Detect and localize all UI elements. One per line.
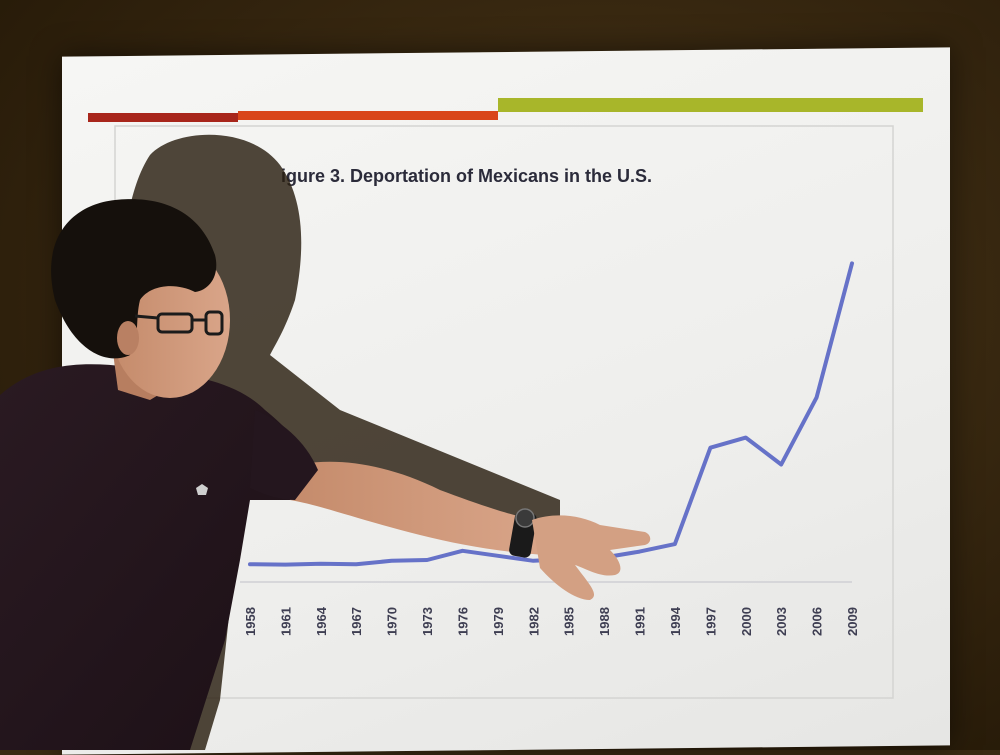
- presenter-hair: [51, 199, 217, 359]
- x-axis-ticks: 1958 1961 1964 1967 1970 1973 1976 1979 1982 1985…: [243, 606, 860, 636]
- x-tick-label: 2006: [810, 607, 825, 636]
- presenter-shirt: [0, 364, 318, 750]
- x-tick-label: 1973: [420, 607, 435, 636]
- data-point-1961: [283, 563, 287, 567]
- data-point-1976: [460, 549, 464, 553]
- x-tick-label: 2000: [739, 607, 754, 636]
- data-point-2003: [779, 462, 783, 466]
- accent-bar-red: [88, 113, 238, 122]
- data-point-1991: [638, 550, 642, 554]
- x-tick-label: 1982: [526, 607, 541, 636]
- x-tick-label: 1994: [668, 606, 683, 636]
- data-point-1973: [425, 558, 429, 562]
- x-tick-label: 1970: [385, 607, 400, 636]
- presenter-ear: [117, 321, 139, 355]
- accent-bar-orange: [238, 111, 498, 120]
- chart-title: igure 3. Deportation of Mexicans in the …: [281, 166, 652, 186]
- presenter: [0, 199, 651, 750]
- data-point-1964: [319, 562, 323, 566]
- x-tick-label: 1958: [243, 607, 258, 636]
- x-tick-label: 1967: [349, 607, 364, 636]
- data-point-2006: [815, 395, 819, 399]
- presenter-sleeve: [250, 410, 318, 500]
- data-point-1958: [248, 562, 252, 566]
- data-points: [248, 261, 854, 567]
- x-tick-label: 1997: [703, 607, 718, 636]
- shirt-logo-icon: [196, 484, 208, 495]
- x-tick-label: 1964: [314, 606, 329, 636]
- x-tick-label: 1991: [633, 607, 648, 636]
- presenter-arm: [280, 461, 545, 555]
- x-tick-label: 2003: [774, 607, 789, 636]
- data-point-1979: [496, 554, 500, 558]
- x-tick-label: 1976: [456, 607, 471, 636]
- data-point-1970: [390, 559, 394, 563]
- data-point-2000: [744, 436, 748, 440]
- x-tick-label: 1961: [278, 607, 293, 636]
- data-point-1967: [354, 562, 358, 566]
- x-tick-label: 1985: [562, 607, 577, 636]
- accent-bar-green: [498, 98, 923, 112]
- data-point-1994: [673, 542, 677, 546]
- data-point-1982: [531, 559, 535, 563]
- data-point-1997: [708, 446, 712, 450]
- watch-face-icon: [515, 508, 535, 528]
- data-point-2009: [850, 261, 854, 265]
- x-tick-label: 1988: [597, 607, 612, 636]
- presenter-hand: [532, 515, 651, 600]
- x-tick-label: 1979: [491, 607, 506, 636]
- x-tick-label: 2009: [845, 607, 860, 636]
- presenter-glasses: [134, 310, 224, 336]
